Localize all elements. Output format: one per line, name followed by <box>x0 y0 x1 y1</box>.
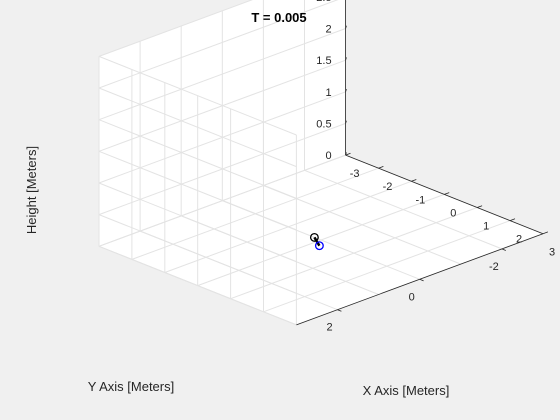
x-tick-label: 2 <box>516 234 522 246</box>
x-tick-mark <box>444 192 450 195</box>
x-tick-mark <box>542 231 549 235</box>
x-axis-label: X Axis [Meters] <box>363 383 450 398</box>
x-tick-mark <box>378 166 384 169</box>
z-tick-mark <box>345 57 347 61</box>
x-tick-mark <box>345 152 351 156</box>
x-tick-label: -3 <box>350 168 360 180</box>
x-tick-mark <box>477 205 483 208</box>
x-tick-label: -2 <box>383 181 393 193</box>
z-tick-label: 1.5 <box>316 55 331 67</box>
right-wall-grid-horizontal <box>98 55 297 136</box>
right-wall-grid-horizontal <box>98 150 297 231</box>
data-segment-line <box>313 236 321 247</box>
y-tick-mark <box>501 248 506 251</box>
right-wall-grid-horizontal <box>98 214 297 294</box>
z-tick-mark <box>345 120 347 124</box>
z-axis-label: Height [Meters] <box>24 146 39 234</box>
z-tick-mark <box>345 25 347 29</box>
x-tick-label: 3 <box>549 247 555 259</box>
z-tick-mark <box>345 88 347 92</box>
floor-grid-line-y <box>304 169 503 250</box>
y-tick-label: 0 <box>409 291 415 303</box>
right-wall-grid-horizontal <box>98 119 297 199</box>
right-wall-grid-horizontal <box>98 182 297 263</box>
right-wall-grid-horizontal <box>98 87 297 168</box>
z-tick-label: 0 <box>325 150 331 162</box>
data-layer <box>309 232 324 251</box>
grid-layer <box>98 0 544 326</box>
y-tick-label: 2 <box>326 322 332 334</box>
y-tick-mark <box>419 278 424 282</box>
x-tick-label: 0 <box>450 207 456 219</box>
data-point-marker <box>314 241 324 251</box>
z-tick-label: 0.5 <box>316 118 331 130</box>
y-axis-label: Y Axis [Meters] <box>88 379 174 394</box>
y-tick-mark <box>337 309 342 312</box>
chart-title: T = 0.005 <box>251 10 306 25</box>
z-tick-mark <box>345 152 347 156</box>
axis-layer <box>296 0 549 326</box>
z-tick-label: 1 <box>325 87 331 99</box>
left-wall-grid-horizontal <box>98 0 253 57</box>
data-point-marker <box>309 232 319 242</box>
x-tick-label: 1 <box>483 221 489 233</box>
z-tick-label: 2 <box>325 24 331 36</box>
right-wall-grid-horizontal <box>98 245 297 326</box>
y-tick-label: -2 <box>489 261 499 273</box>
x-tick-mark <box>509 218 516 221</box>
x-tick-label: -1 <box>416 194 426 206</box>
z-tick-label: 2.5 <box>316 0 331 4</box>
x-tick-mark <box>411 179 417 182</box>
